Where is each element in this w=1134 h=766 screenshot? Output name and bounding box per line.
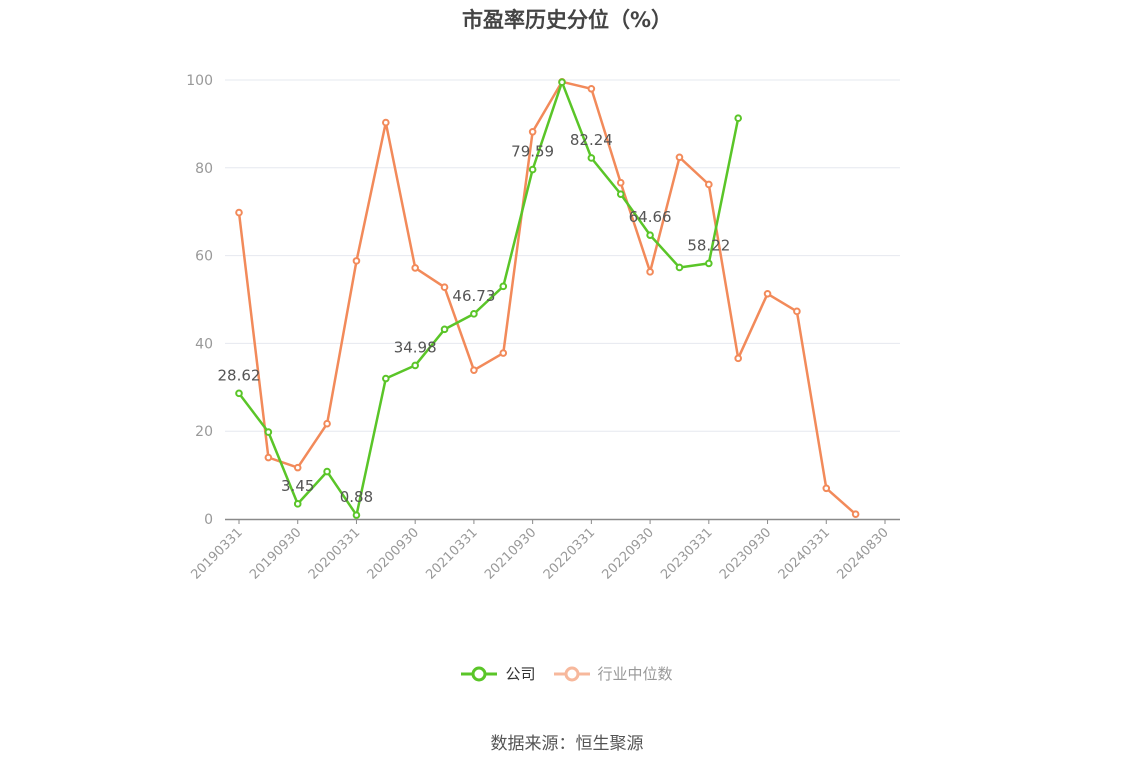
company-data-label: 0.88 <box>340 488 373 506</box>
industry-point <box>382 118 390 127</box>
chart-title: 市盈率历史分位（%） <box>461 8 673 32</box>
industry-point <box>822 484 831 493</box>
company-line <box>238 80 740 517</box>
legend-industry-label: 行业中位数 <box>597 665 673 683</box>
industry-point <box>235 208 243 217</box>
company-point <box>705 259 713 268</box>
company-point <box>440 325 449 334</box>
company-point <box>470 310 478 318</box>
company-data-label: 79.59 <box>511 143 554 161</box>
industry-point <box>851 510 860 518</box>
industry-point <box>705 180 713 189</box>
grid-lines <box>225 79 900 432</box>
x-tick-label: 20240830 <box>834 525 891 582</box>
y-tick-label: 0 <box>204 512 213 528</box>
company-data-label: 64.66 <box>629 208 672 226</box>
legend-company-label: 公司 <box>505 665 536 683</box>
industry-point <box>499 349 508 357</box>
industry-point <box>528 128 537 136</box>
company-point <box>235 389 243 398</box>
company-data-label: 58.22 <box>687 236 730 254</box>
company-point <box>558 78 566 86</box>
industry-point <box>734 354 742 363</box>
company-point <box>675 263 684 272</box>
x-tick-label: 20190930 <box>247 525 304 582</box>
industry-point <box>675 153 684 162</box>
legend-industry-marker <box>553 666 590 681</box>
industry-point <box>411 264 419 272</box>
company-point <box>528 165 537 174</box>
data-labels: 28.62 3.45 0.88 34.98 46.73 79.59 82.24 64.66 58… <box>218 131 731 506</box>
y-tick-label: 100 <box>186 73 213 89</box>
x-tick-label: 20210930 <box>482 525 539 582</box>
legend-item-industry[interactable]: 行业中位数 <box>553 663 673 684</box>
company-point <box>616 190 625 198</box>
industry-point <box>352 257 361 265</box>
company-point <box>411 361 419 370</box>
company-point <box>499 282 508 291</box>
y-tick-label: 40 <box>195 336 213 352</box>
industry-point <box>587 84 596 93</box>
industry-point <box>293 463 302 472</box>
company-point <box>382 374 390 383</box>
industry-line <box>237 80 857 516</box>
company-point <box>646 231 654 239</box>
company-point <box>293 500 302 508</box>
company-point <box>264 428 273 436</box>
company-data-label: 46.73 <box>452 287 495 305</box>
x-tick-label: 20230331 <box>658 525 715 582</box>
x-tick-label: 20240331 <box>776 525 833 582</box>
company-data-label: 3.45 <box>281 477 314 495</box>
company-point <box>734 114 742 122</box>
legend: 公司 行业中位数 <box>0 663 1134 684</box>
legend-company-marker <box>461 666 498 681</box>
x-tick-label: 20200331 <box>306 525 363 582</box>
industry-point <box>616 178 625 187</box>
company-data-label: 34.98 <box>394 338 437 356</box>
series-lines <box>235 77 860 519</box>
company-point <box>352 511 361 519</box>
x-tick-label: 20220331 <box>541 525 598 582</box>
y-tick-label: 80 <box>195 161 213 177</box>
company-point <box>587 154 596 162</box>
industry-point <box>323 419 331 428</box>
company-data-label: 28.62 <box>218 366 261 384</box>
industry-point <box>646 268 654 276</box>
legend-item-company[interactable]: 公司 <box>461 663 536 684</box>
x-tick-label: 20190331 <box>188 525 245 582</box>
x-tick-label: 20220930 <box>600 525 657 582</box>
company-data-label: 82.24 <box>570 131 613 149</box>
industry-point <box>264 453 273 462</box>
industry-point <box>793 307 801 316</box>
x-tick-label: 20200930 <box>365 525 422 582</box>
industry-point <box>763 289 772 298</box>
industry-point <box>470 366 478 374</box>
industry-point <box>440 283 449 292</box>
y-tick-label: 60 <box>195 249 213 265</box>
y-tick-label: 20 <box>195 424 213 440</box>
x-tick-label: 20230930 <box>717 525 774 582</box>
company-point <box>323 467 331 476</box>
source-note: 数据来源：恒生聚源 <box>490 734 644 754</box>
x-tick-label: 20210331 <box>423 525 480 582</box>
